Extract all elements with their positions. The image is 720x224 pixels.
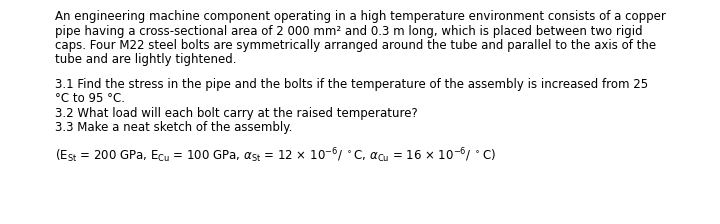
Text: 3.3 Make a neat sketch of the assembly.: 3.3 Make a neat sketch of the assembly.	[55, 121, 292, 134]
Text: (E$_\mathregular{St}$ = 200 GPa, E$_\mathregular{Cu}$ = 100 GPa, $\alpha_\mathre: (E$_\mathregular{St}$ = 200 GPa, E$_\mat…	[55, 146, 496, 165]
Text: tube and are lightly tightened.: tube and are lightly tightened.	[55, 54, 236, 67]
Text: caps. Four M22 steel bolts are symmetrically arranged around the tube and parall: caps. Four M22 steel bolts are symmetric…	[55, 39, 656, 52]
Text: 3.2 What load will each bolt carry at the raised temperature?: 3.2 What load will each bolt carry at th…	[55, 107, 418, 120]
Text: pipe having a cross-sectional area of 2 000 mm² and 0.3 m long, which is placed : pipe having a cross-sectional area of 2 …	[55, 24, 643, 37]
Text: 3.1 Find the stress in the pipe and the bolts if the temperature of the assembly: 3.1 Find the stress in the pipe and the …	[55, 78, 648, 91]
Text: °C to 95 °C.: °C to 95 °C.	[55, 93, 125, 106]
Text: An engineering machine component operating in a high temperature environment con: An engineering machine component operati…	[55, 10, 666, 23]
